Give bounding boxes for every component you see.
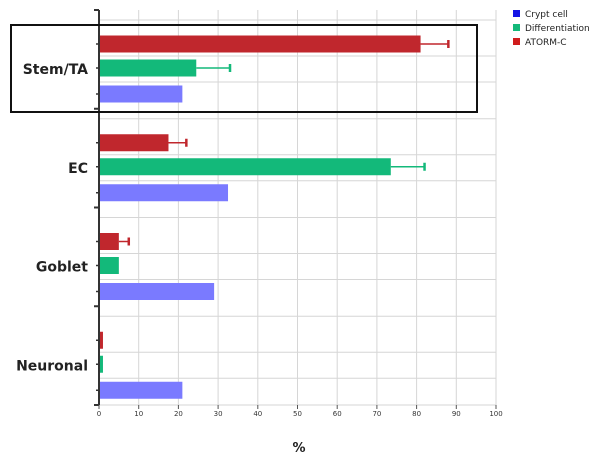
bar — [99, 233, 119, 250]
x-tick-label: 30 — [214, 410, 223, 418]
x-tick-label: 90 — [452, 410, 461, 418]
category-label: EC — [68, 161, 88, 177]
legend-label: Crypt cell — [525, 10, 568, 20]
x-tick-label: 100 — [489, 410, 502, 418]
bar — [99, 331, 103, 349]
legend-swatch — [513, 38, 520, 45]
bar — [99, 59, 197, 77]
x-axis-label: % — [292, 441, 305, 456]
bar — [99, 158, 391, 176]
x-tick-label: 20 — [174, 410, 183, 418]
category-label: Stem/TA — [23, 62, 88, 78]
legend-swatch — [513, 24, 520, 31]
category-label: Goblet — [36, 260, 88, 276]
grid — [98, 10, 497, 406]
legend-swatch — [513, 10, 520, 17]
x-tick-label: 50 — [293, 410, 302, 418]
legend: Crypt cell Differentiation ATORM-C — [513, 10, 590, 48]
x-tick-label: 10 — [134, 410, 143, 418]
category-label: Neuronal — [16, 358, 88, 374]
highlight-box — [10, 24, 478, 113]
bar — [99, 381, 183, 399]
labels: 0 10 20 30 40 50 60 70 80 90 100 Stem/TA EC Goblet Neu… — [16, 62, 503, 418]
bar — [99, 134, 169, 152]
bar — [99, 35, 421, 53]
bar — [99, 257, 119, 274]
x-tick-label: 40 — [253, 410, 262, 418]
x-tick-label: 60 — [333, 410, 342, 418]
bar — [99, 355, 103, 373]
x-tick-label: 0 — [97, 410, 101, 418]
bars — [99, 35, 450, 399]
bar — [99, 184, 229, 202]
bar — [99, 85, 183, 103]
x-tick-label: 70 — [372, 410, 381, 418]
axes — [94, 9, 497, 409]
legend-label: Differentiation — [525, 24, 590, 34]
legend-label: ATORM-C — [525, 38, 567, 48]
bar — [99, 283, 215, 300]
x-tick-label: 80 — [412, 410, 421, 418]
